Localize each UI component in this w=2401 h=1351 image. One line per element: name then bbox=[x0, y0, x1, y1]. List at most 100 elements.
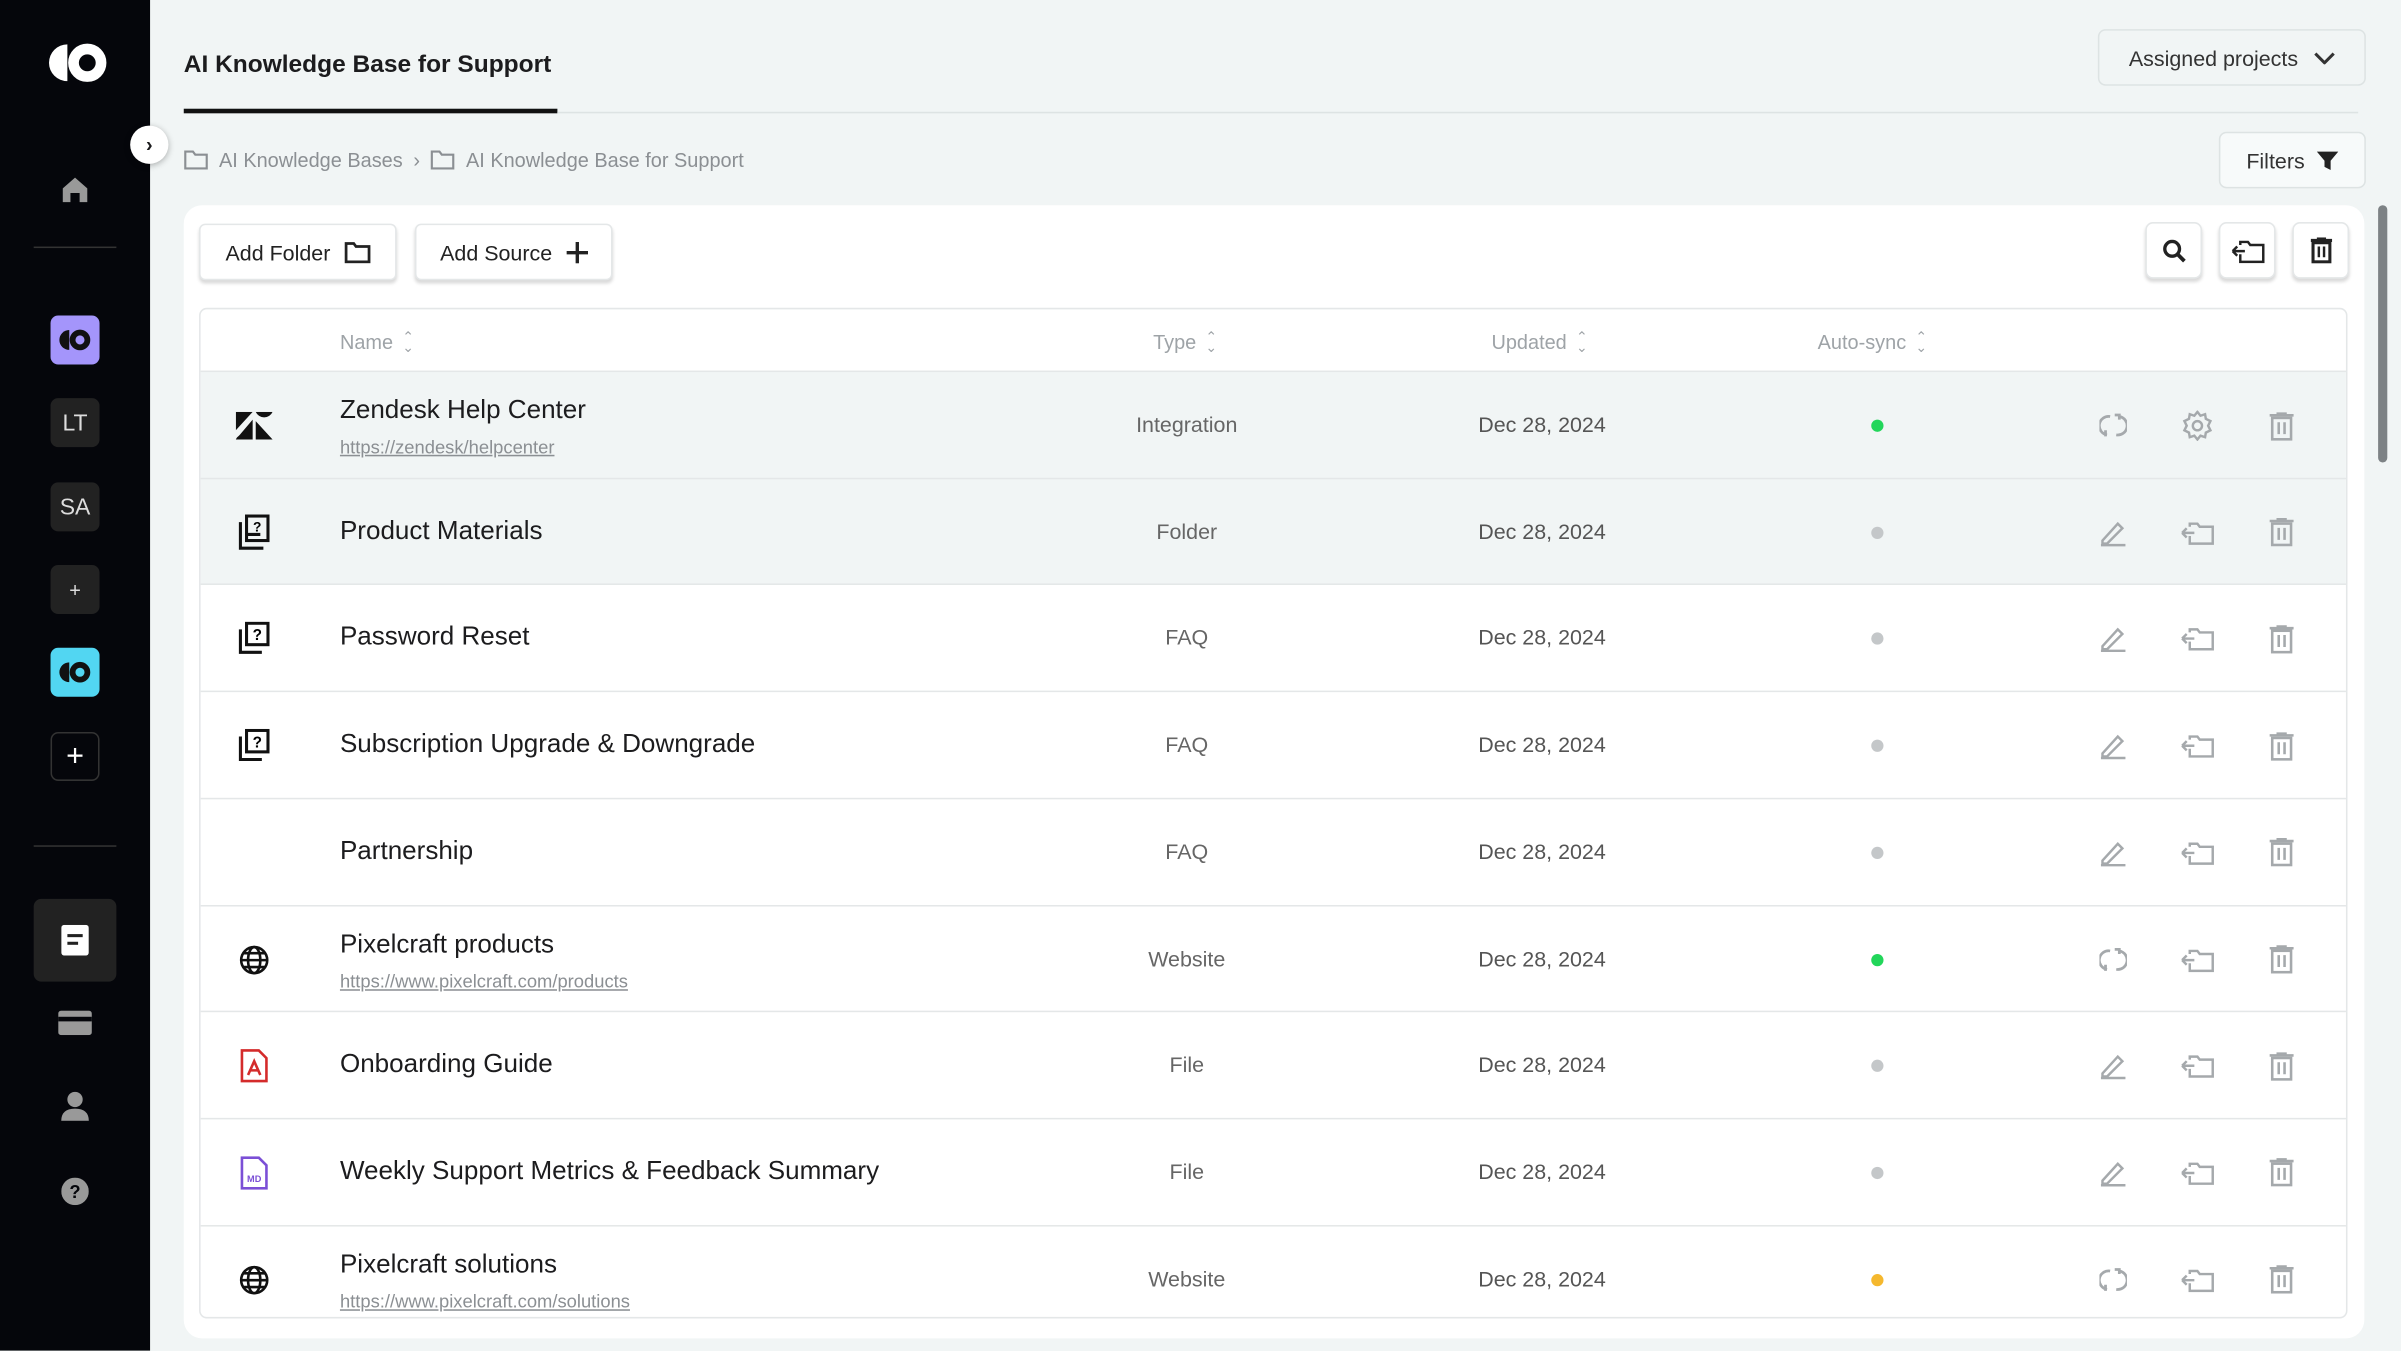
source-name[interactable]: Pixelcraft solutions bbox=[339, 1248, 557, 1279]
move-button[interactable] bbox=[2181, 622, 2215, 656]
workspace-cyan[interactable] bbox=[50, 647, 100, 697]
billing-icon[interactable] bbox=[51, 998, 100, 1047]
source-name[interactable]: Product Materials bbox=[339, 515, 543, 545]
add-source-button[interactable]: Add Source bbox=[414, 223, 613, 281]
auto-sync-status-dot bbox=[1871, 633, 1884, 646]
table-row[interactable]: ? Product Materials Folder Dec 28, 2024 bbox=[200, 477, 2346, 585]
pencil-icon bbox=[2099, 519, 2127, 547]
sync-button[interactable] bbox=[2096, 1263, 2130, 1297]
help-icon[interactable]: ? bbox=[51, 1167, 100, 1216]
search-button[interactable] bbox=[2145, 222, 2203, 279]
delete-button[interactable] bbox=[2265, 1049, 2299, 1083]
delete-button[interactable] bbox=[2265, 516, 2299, 550]
table-row[interactable]: ? Password Reset FAQ Dec 28, 2024 bbox=[200, 584, 2346, 691]
breadcrumb-item[interactable]: AI Knowledge Bases bbox=[218, 148, 403, 172]
source-name[interactable]: Password Reset bbox=[339, 622, 530, 652]
workspace-sa[interactable]: SA bbox=[50, 482, 100, 532]
column-header-updated[interactable]: Updated ⌃ ⌄ bbox=[1491, 329, 1587, 354]
move-button[interactable] bbox=[2181, 516, 2215, 550]
delete-button[interactable] bbox=[2265, 409, 2299, 443]
source-type: Folder bbox=[1156, 518, 1218, 544]
add-source-label: Add Source bbox=[440, 239, 553, 265]
source-name[interactable]: Partnership bbox=[339, 835, 474, 865]
move-button[interactable] bbox=[2181, 1049, 2215, 1083]
add-folder-button[interactable]: Add Folder bbox=[199, 223, 397, 281]
updated-date: Dec 28, 2024 bbox=[1478, 411, 1606, 437]
source-name[interactable]: Subscription Upgrade & Downgrade bbox=[339, 729, 756, 759]
delete-button[interactable] bbox=[2265, 1263, 2299, 1297]
table-row[interactable]: ? Subscription Upgrade & Downgrade FAQ Dec … bbox=[200, 690, 2346, 798]
table-row[interactable]: Pixelcraft products https://www.pixelcraf… bbox=[200, 904, 2346, 1011]
table-row[interactable]: Zendesk Help Center https://zendesk/helpc… bbox=[200, 370, 2346, 478]
move-to-folder-icon bbox=[2181, 840, 2215, 865]
workspace-lt[interactable]: LT bbox=[50, 398, 100, 448]
pencil-icon bbox=[2099, 625, 2127, 653]
breadcrumb-item[interactable]: AI Knowledge Base for Support bbox=[465, 148, 744, 172]
sync-button[interactable] bbox=[2096, 409, 2130, 443]
move-to-folder-icon bbox=[2181, 1161, 2215, 1186]
move-button[interactable] bbox=[2218, 222, 2276, 279]
filters-label: Filters bbox=[2246, 147, 2305, 173]
folder-icon bbox=[344, 241, 371, 263]
move-button[interactable] bbox=[2181, 943, 2215, 977]
filters-button[interactable]: Filters bbox=[2218, 131, 2366, 189]
source-type: File bbox=[1169, 1159, 1205, 1184]
move-button[interactable] bbox=[2181, 729, 2215, 763]
sync-icon bbox=[2099, 1266, 2127, 1294]
delete-button[interactable] bbox=[2265, 622, 2299, 656]
move-to-folder-icon bbox=[2181, 734, 2215, 759]
add-workspace-button[interactable]: + bbox=[50, 731, 100, 781]
assigned-projects-dropdown[interactable]: Assigned projects bbox=[2097, 29, 2366, 86]
breadcrumb-separator: › bbox=[413, 148, 421, 172]
add-folder-label: Add Folder bbox=[225, 239, 331, 265]
filter-icon bbox=[2316, 150, 2339, 170]
move-to-folder-icon bbox=[2181, 1267, 2215, 1292]
move-button[interactable] bbox=[2181, 836, 2215, 870]
divider bbox=[33, 845, 117, 847]
logo-icon[interactable] bbox=[49, 43, 107, 83]
knowledge-base-icon[interactable] bbox=[33, 898, 117, 982]
folder-icon bbox=[184, 150, 208, 170]
add-workspace-small[interactable]: + bbox=[50, 565, 100, 615]
source-name[interactable]: Zendesk Help Center bbox=[339, 395, 586, 425]
sort-icon: ⌃ ⌄ bbox=[1205, 328, 1217, 355]
workspace-purple[interactable] bbox=[50, 315, 100, 365]
scrollbar[interactable] bbox=[2378, 205, 2388, 463]
edit-button[interactable] bbox=[2096, 729, 2130, 763]
delete-button[interactable] bbox=[2265, 836, 2299, 870]
source-name[interactable]: Pixelcraft products bbox=[339, 928, 555, 958]
table-row[interactable]: MD Weekly Support Metrics & Feedback Summ… bbox=[200, 1117, 2346, 1225]
source-url-link[interactable]: https://www.pixelcraft.com/products bbox=[339, 970, 628, 992]
home-icon[interactable] bbox=[51, 165, 100, 214]
edit-button[interactable] bbox=[2096, 1049, 2130, 1083]
column-header-name[interactable]: Name ⌃ ⌄ bbox=[340, 329, 414, 354]
source-name[interactable]: Weekly Support Metrics & Feedback Summar… bbox=[339, 1155, 880, 1186]
expand-sidebar-button[interactable]: › bbox=[130, 125, 169, 164]
auto-sync-status-dot bbox=[1871, 419, 1884, 432]
delete-button[interactable] bbox=[2265, 1156, 2299, 1190]
edit-button[interactable] bbox=[2096, 516, 2130, 550]
sync-button[interactable] bbox=[2096, 943, 2130, 977]
pencil-icon bbox=[2099, 732, 2127, 760]
move-button[interactable] bbox=[2181, 1263, 2215, 1297]
source-url-link[interactable]: https://zendesk/helpcenter bbox=[339, 436, 555, 458]
delete-button[interactable] bbox=[2265, 943, 2299, 977]
source-url-link[interactable]: https://www.pixelcraft.com/solutions bbox=[339, 1290, 630, 1312]
source-name[interactable]: Onboarding Guide bbox=[339, 1049, 553, 1079]
column-header-auto-sync[interactable]: Auto-sync ⌃ ⌄ bbox=[1818, 329, 1927, 354]
updated-date: Dec 28, 2024 bbox=[1478, 945, 1606, 971]
delete-button[interactable] bbox=[2265, 729, 2299, 763]
table-row[interactable]: Pixelcraft solutions https://www.pixelcra… bbox=[200, 1224, 2346, 1317]
column-header-type[interactable]: Type ⌃ ⌄ bbox=[1153, 328, 1217, 355]
edit-button[interactable] bbox=[2096, 836, 2130, 870]
table-row[interactable]: Partnership FAQ Dec 28, 2024 bbox=[200, 797, 2346, 904]
assigned-projects-label: Assigned projects bbox=[2128, 45, 2299, 70]
edit-button[interactable] bbox=[2096, 1156, 2130, 1190]
move-button[interactable] bbox=[2181, 1156, 2215, 1190]
delete-button[interactable] bbox=[2292, 222, 2350, 279]
table-row[interactable]: Onboarding Guide File Dec 28, 2024 bbox=[200, 1010, 2346, 1118]
settings-button[interactable] bbox=[2181, 409, 2215, 443]
page-title[interactable]: AI Knowledge Base for Support bbox=[183, 52, 552, 79]
edit-button[interactable] bbox=[2096, 622, 2130, 656]
user-icon[interactable] bbox=[51, 1081, 100, 1130]
